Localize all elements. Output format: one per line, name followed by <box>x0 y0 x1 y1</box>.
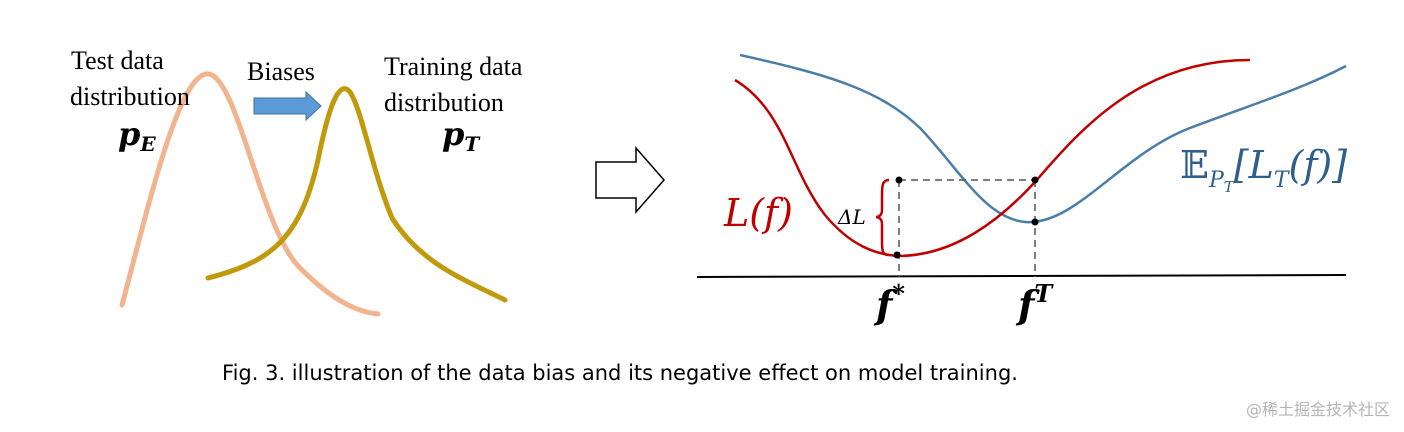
test-symbol: pE <box>118 115 156 156</box>
bias-label: Biases <box>247 57 315 86</box>
loss-curve <box>734 58 1251 258</box>
loss-panel: ΔL L(f) 𝔼PT[LT(f)] f* fT <box>696 53 1347 327</box>
test-label-line1: Test data <box>71 46 164 75</box>
delta-l-label: ΔL <box>837 205 866 229</box>
watermark: @稀土掘金技术社区 <box>1245 400 1390 419</box>
delta-brace-icon <box>875 178 890 257</box>
expected-loss-label: 𝔼PT[LT(f)] <box>1180 143 1347 196</box>
loss-at-fT-point <box>1031 176 1039 184</box>
figure-caption: Fig. 3. illustration of the data bias an… <box>222 361 1018 385</box>
loss-min-point <box>893 251 901 259</box>
x-axis-line <box>696 274 1347 278</box>
train-label-line2: distribution <box>384 88 504 117</box>
f-star-label: f* <box>873 279 905 327</box>
expected-loss-curve <box>739 53 1347 224</box>
train-symbol: pT <box>442 115 481 156</box>
loss-label: L(f) <box>723 191 793 235</box>
training-distribution-curve <box>205 86 508 303</box>
distribution-panel: Test data distribution pE Biases Trainin… <box>70 46 523 317</box>
transition-arrow-icon <box>595 146 665 214</box>
bias-arrow-icon <box>253 90 322 122</box>
guide-lines <box>898 179 1036 277</box>
f-T-label: fT <box>1015 279 1054 327</box>
test-label-line2: distribution <box>70 82 190 111</box>
figure-canvas: Test data distribution pE Biases Trainin… <box>70 46 1347 327</box>
train-label-line1: Training data <box>384 52 523 81</box>
loss-level-point <box>895 176 903 184</box>
expected-min-point <box>1031 218 1039 226</box>
test-distribution-curve <box>119 71 381 317</box>
